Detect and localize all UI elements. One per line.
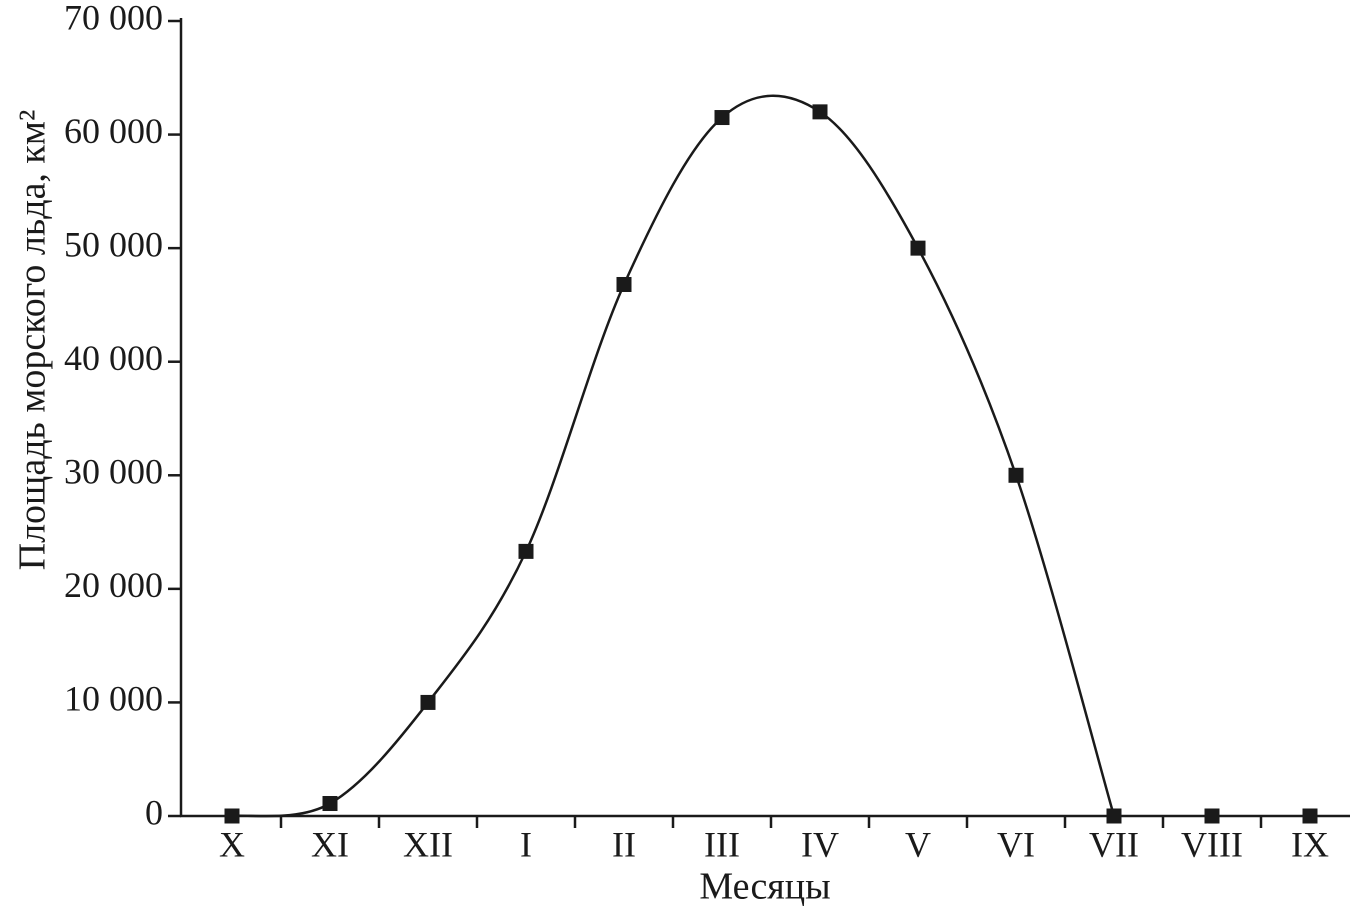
x-tick-label: I — [520, 824, 532, 864]
marker — [518, 543, 534, 559]
x-tick-label: II — [612, 824, 636, 864]
curve-segment — [329, 701, 429, 805]
curve-segment — [819, 110, 920, 249]
y-tick-label: 60 000 — [64, 111, 163, 151]
marker — [1008, 467, 1024, 483]
y-tick-label: 50 000 — [64, 224, 163, 264]
x-axis-title: Месяцы — [699, 866, 830, 908]
marker — [714, 110, 730, 126]
marker — [1302, 808, 1318, 824]
y-tick-label: 70 000 — [64, 0, 163, 37]
x-tick-label: XI — [311, 824, 349, 864]
marker — [812, 104, 828, 120]
y-tick-label: 10 000 — [64, 679, 163, 719]
x-tick-label: III — [704, 824, 740, 864]
y-tick-label: 40 000 — [64, 338, 163, 378]
x-tick-label: IV — [801, 824, 839, 864]
marker — [1106, 808, 1122, 824]
x-tick-label: VII — [1089, 824, 1139, 864]
curve-segment — [231, 802, 331, 818]
marker — [910, 240, 926, 256]
curve-segment — [427, 550, 528, 704]
marker — [616, 276, 632, 292]
curve-segment — [524, 283, 626, 552]
marker — [420, 694, 436, 710]
y-axis-title: Площадь морского льда, км² — [12, 110, 54, 571]
x-tick-label: XII — [403, 824, 453, 864]
marker — [224, 808, 240, 824]
y-tick-label: 30 000 — [64, 452, 163, 492]
x-tick-label: V — [905, 824, 931, 864]
curve-segment — [1014, 474, 1116, 817]
y-tick-label: 20 000 — [64, 565, 163, 605]
x-tick-label: X — [219, 824, 245, 864]
x-tick-label: VIII — [1181, 824, 1243, 864]
curve-segment — [622, 116, 723, 286]
marker — [322, 796, 338, 812]
x-tick-label: IX — [1291, 824, 1329, 864]
curve-segment — [916, 247, 1018, 476]
curve-segment — [721, 94, 821, 119]
y-tick-label: 0 — [145, 792, 163, 832]
marker — [1204, 808, 1220, 824]
x-tick-label: VI — [997, 824, 1035, 864]
